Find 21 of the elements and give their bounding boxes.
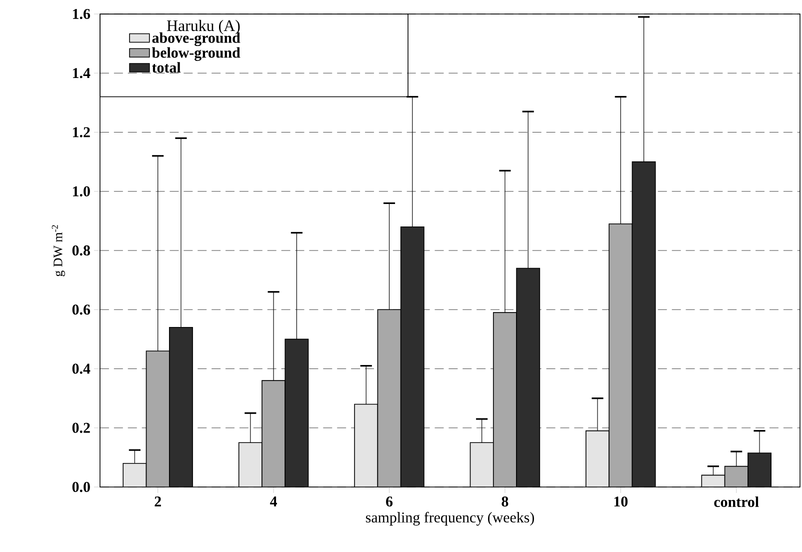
y-tick-label: 1.4 [73, 68, 90, 78]
x-tick-label: 10 [614, 496, 628, 507]
x-tick-label: 8 [502, 496, 508, 507]
legend-label: above-ground [152, 32, 240, 46]
y-tick-label: 0.8 [72, 245, 90, 256]
y-tick-label: 0.6 [72, 304, 90, 315]
x-tick-label: 4 [270, 496, 278, 506]
y-tick-label: 1.0 [73, 186, 90, 196]
y-tick-label: 0.4 [72, 364, 90, 374]
y-axis-title: g DW m$^{-2}$ [52, 225, 65, 276]
legend-label: total [152, 62, 181, 73]
y-tick-label: 0.0 [72, 482, 90, 492]
y-tick-label: 1.6 [73, 8, 90, 20]
y-tick-label: 0.2 [72, 422, 90, 433]
x-tick-label: control [714, 496, 759, 508]
legend-label: below-ground [152, 47, 240, 61]
legend-title: Haruku (A) [166, 20, 240, 34]
x-tick-label: 6 [386, 496, 393, 507]
x-axis-title: sampling frequency (weeks) [366, 512, 534, 526]
y-tick-label: 1.2 [73, 127, 90, 138]
x-tick-label: 2 [154, 496, 161, 506]
